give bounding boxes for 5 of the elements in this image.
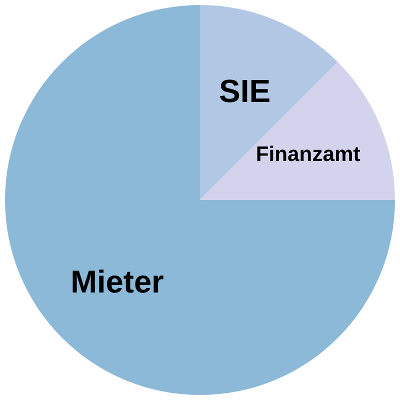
slice-label: Mieter — [70, 264, 164, 300]
slice-label: Finanzamt — [256, 143, 360, 166]
pie-slice — [5, 5, 395, 395]
pie-slice — [200, 62, 395, 200]
slice-label: SIE — [218, 72, 271, 109]
